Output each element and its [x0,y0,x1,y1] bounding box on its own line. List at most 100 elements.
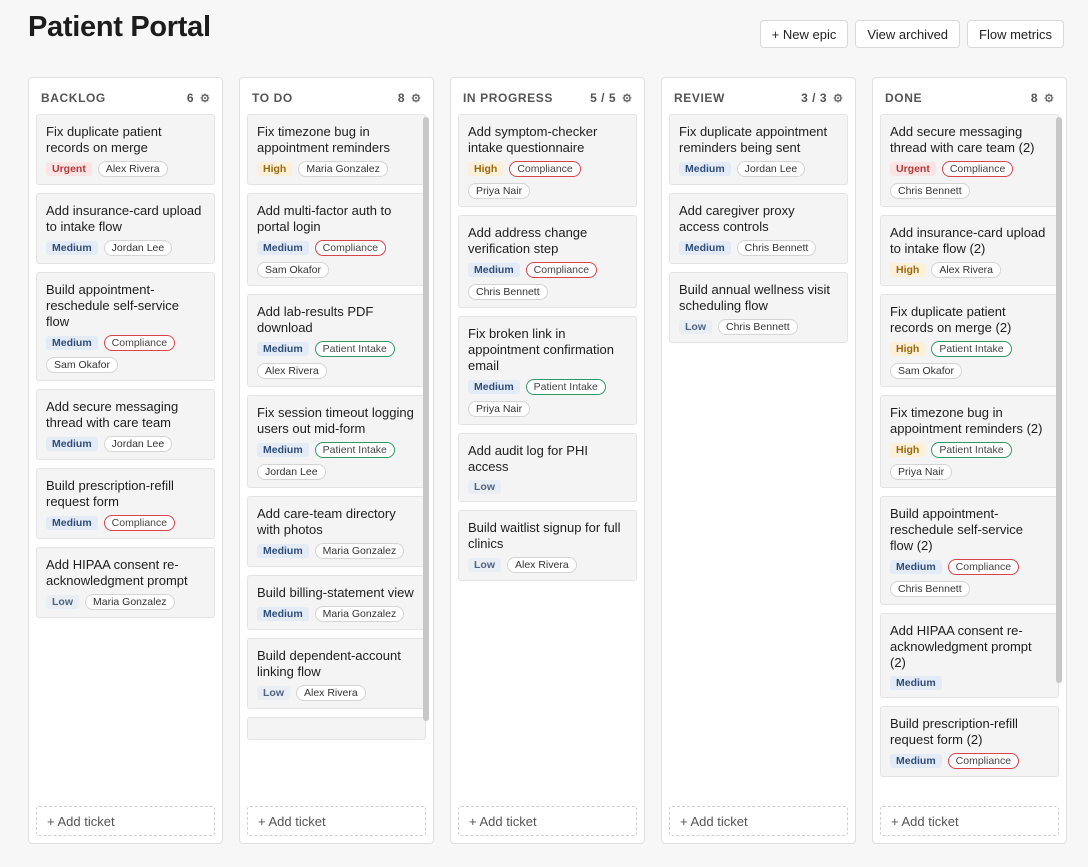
epic-label: Patient Intake [525,379,606,395]
ticket-card[interactable]: Add multi-factor auth to portal login Med… [247,193,426,286]
priority-badge: Low [679,320,712,334]
ticket-card[interactable]: Add insurance-card upload to intake flow… [880,215,1059,286]
ticket-card[interactable]: Build appointment-reschedule self-servic… [36,272,215,381]
card-list[interactable]: Add secure messaging thread with care te… [880,114,1059,800]
ticket-card[interactable]: Add symptom-checker intake questionnaire… [458,114,637,207]
ticket-tags: Low Alex Rivera [257,685,416,701]
add-ticket-button[interactable]: + Add ticket [36,806,215,836]
ticket-title: Fix session timeout logging users out mi… [257,405,414,436]
ticket-card[interactable]: Add audit log for PHI access Low [458,433,637,502]
priority-badge: Medium [679,241,731,255]
ticket-title: Add caregiver proxy access controls [679,203,795,234]
assignee-chip: Maria Gonzalez [298,161,388,177]
priority-badge: Medium [679,162,731,176]
ticket-tags: Medium Chris Bennett [679,240,838,256]
ticket-card[interactable]: Build annual wellness visit scheduling f… [669,272,848,343]
card-list[interactable]: Fix duplicate patient records on merge Ur… [36,114,215,800]
column-done: DONE 8 Add secure messaging thread with ca… [872,77,1067,844]
ticket-card[interactable]: Add secure messaging thread with care te… [36,389,215,460]
priority-badge: Medium [257,443,309,457]
flow-metrics-button[interactable]: Flow metrics [967,20,1064,48]
card-list[interactable]: Fix timezone bug in appointment reminder… [247,114,426,800]
priority-badge: Medium [890,754,942,768]
ticket-card[interactable]: Add HIPAA consent re-acknowledgment prom… [880,613,1059,698]
gear-icon[interactable] [833,93,843,103]
page-header: Patient Portal + New epic View archived … [0,0,1088,70]
epic-label: Patient Intake [314,341,395,357]
ticket-title: Build prescription-refill request form [46,478,174,509]
add-ticket-button[interactable]: + Add ticket [247,806,426,836]
add-ticket-button[interactable]: + Add ticket [880,806,1059,836]
priority-badge: High [468,162,504,176]
assignee-chip: Alex Rivera [97,161,168,177]
priority-badge: High [890,342,926,356]
new-epic-button[interactable]: + New epic [759,20,849,48]
add-ticket-button[interactable]: + Add ticket [458,806,637,836]
ticket-card[interactable]: Add HIPAA consent re-acknowledgment prom… [36,547,215,618]
priority-badge: Urgent [46,162,92,176]
priority-badge: Medium [46,516,98,530]
card-list[interactable]: Fix duplicate appointment reminders bein… [669,114,848,800]
assignee-chip: Priya Nair [468,183,531,199]
gear-icon[interactable] [622,93,632,103]
column-todo: TO DO 8 Fix timezone bug in appointment re… [239,77,434,844]
gear-icon[interactable] [1044,93,1054,103]
ticket-card[interactable]: Build waitlist signup for full clinics Lo… [458,510,637,581]
ticket-card[interactable]: Build prescription-refill request form (… [880,706,1059,777]
ticket-card[interactable]: Add address change verification step Medi… [458,215,637,308]
ticket-card[interactable]: Add lab-results PDF download Medium Patien… [247,294,426,387]
column-title: DONE [885,91,923,105]
ticket-card[interactable]: Build appointment-reschedule self-servic… [880,496,1059,605]
column-meta: 5 / 5 [590,91,632,105]
ticket-card[interactable]: Fix duplicate patient records on merge (… [880,294,1059,387]
ticket-card[interactable]: Build prescription-refill request form Me… [36,468,215,539]
ticket-card[interactable]: Fix duplicate patient records on merge Ur… [36,114,215,185]
assignee-chip: Chris Bennett [718,319,798,335]
ticket-title: Fix broken link in appointment confirmat… [468,326,614,373]
ticket-tags: Medium Compliance Sam Okafor [46,335,205,373]
ticket-tags: High Patient Intake Priya Nair [890,442,1049,480]
assignee-chip: Maria Gonzalez [85,594,175,610]
card-list[interactable]: Add symptom-checker intake questionnaire… [458,114,637,800]
ticket-tags: High Patient Intake Sam Okafor [890,341,1049,379]
assignee-chip: Sam Okafor [257,262,330,278]
ticket-card[interactable]: Add care-team directory with photos Mediu… [247,496,426,567]
ticket-card[interactable] [247,717,426,740]
column-meta: 3 / 3 [801,91,843,105]
priority-badge: Medium [46,241,98,255]
ticket-title: Add multi-factor auth to portal login [257,203,392,234]
column-title: IN PROGRESS [463,91,553,105]
gear-icon[interactable] [411,93,421,103]
ticket-title: Build appointment-reschedule self-servic… [46,282,179,329]
ticket-title: Fix duplicate appointment reminders bein… [679,124,828,155]
ticket-card[interactable]: Add caregiver proxy access controls Mediu… [669,193,848,264]
ticket-card[interactable]: Fix timezone bug in appointment reminder… [880,395,1059,488]
ticket-card[interactable]: Fix session timeout logging users out mi… [247,395,426,488]
scrollbar-thumb[interactable] [423,117,429,721]
ticket-card[interactable]: Build dependent-account linking flow Low A… [247,638,426,709]
ticket-card[interactable]: Fix duplicate appointment reminders bein… [669,114,848,185]
add-ticket-button[interactable]: + Add ticket [669,806,848,836]
ticket-title: Build dependent-account linking flow [257,648,401,679]
assignee-chip: Alex Rivera [931,262,1002,278]
view-archived-button[interactable]: View archived [855,20,961,48]
ticket-card[interactable]: Fix broken link in appointment confirmat… [458,316,637,425]
scrollbar-thumb[interactable] [1056,117,1062,683]
ticket-card[interactable]: Fix timezone bug in appointment reminder… [247,114,426,185]
ticket-title: Fix duplicate patient records on merge (… [890,304,1012,335]
ticket-tags: Medium [890,676,1049,690]
ticket-tags: Medium Jordan Lee [679,161,838,177]
ticket-card[interactable]: Add secure messaging thread with care te… [880,114,1059,207]
assignee-chip: Alex Rivera [257,363,327,379]
column-count: 8 [397,91,405,105]
ticket-title: Fix timezone bug in appointment reminder… [257,124,390,155]
assignee-chip: Jordan Lee [736,161,806,177]
gear-icon[interactable] [200,93,210,103]
ticket-title: Add insurance-card upload to intake flow… [890,225,1046,256]
assignee-chip: Priya Nair [890,464,953,480]
ticket-card[interactable]: Build billing-statement view Medium Maria … [247,575,426,630]
kanban-board: BACKLOG 6 Fix duplicate patient records on… [28,77,1067,844]
ticket-title: Build billing-statement view [257,585,414,600]
ticket-card[interactable]: Add insurance-card upload to intake flow… [36,193,215,264]
priority-badge: Low [468,558,501,572]
